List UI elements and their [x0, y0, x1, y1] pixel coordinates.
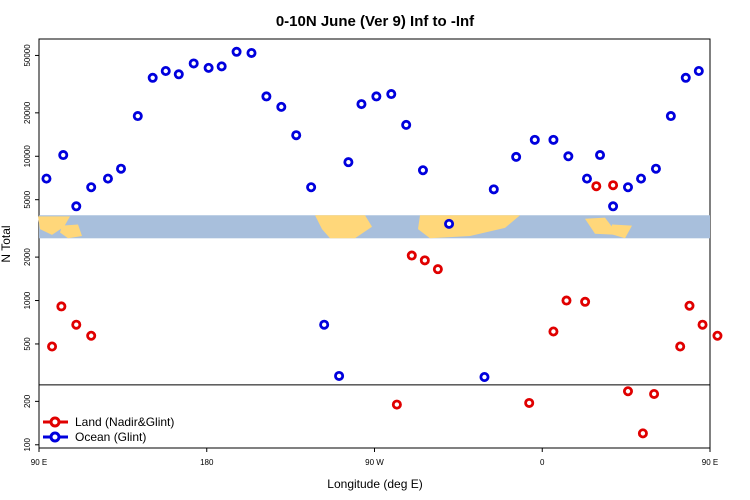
ocean-point [147, 72, 158, 83]
ocean-point [563, 151, 574, 162]
map-band [38, 215, 710, 239]
ocean-point [276, 101, 287, 112]
ocean-point [216, 61, 227, 72]
land-point [56, 301, 67, 312]
map-land [60, 224, 82, 239]
land-point [86, 330, 97, 341]
ocean-point [102, 173, 113, 184]
land-point [591, 181, 602, 192]
y-tick-label: 100 [23, 438, 32, 452]
ocean-point [261, 91, 272, 102]
land-point [419, 255, 430, 266]
data-points [41, 46, 723, 439]
ocean-point [386, 89, 397, 100]
x-axis-label: Longitude (deg E) [327, 477, 422, 491]
land-point [712, 330, 723, 341]
ocean-point [41, 173, 52, 184]
ocean-point [356, 99, 367, 110]
ocean-point [173, 69, 184, 80]
ocean-point [650, 163, 661, 174]
chart-title: 0-10N June (Ver 9) Inf to -Inf [276, 13, 475, 30]
map-land [418, 215, 520, 239]
land-point [432, 264, 443, 275]
ocean-point [693, 66, 704, 77]
x-tick-label: 180 [200, 458, 214, 467]
land-point [697, 319, 708, 330]
ocean-point [58, 150, 69, 161]
land-point [561, 295, 572, 306]
ocean-point [665, 111, 676, 122]
ocean-point [231, 46, 242, 57]
ocean-point [334, 370, 345, 381]
legend-marker-ocean [49, 431, 61, 443]
ocean-point [246, 47, 257, 58]
ocean-point [401, 119, 412, 130]
ocean-point [548, 134, 559, 145]
y-tick-label: 200 [23, 394, 32, 408]
x-tick-label: 0 [540, 458, 545, 467]
ocean-point [116, 163, 127, 174]
ocean-point [417, 165, 428, 176]
y-axis-label: N Total [0, 225, 13, 262]
map-ocean [39, 215, 710, 239]
x-tick-label: 90 E [702, 458, 718, 467]
land-point [622, 386, 633, 397]
ocean-point [71, 201, 82, 212]
y-axis: 100 200 500 1000 2000 5000 10000 20000 50000 [23, 44, 39, 452]
legend-label-ocean: Ocean (Glint) [75, 430, 146, 444]
legend-label-land: Land (Nadir&Glint) [75, 415, 174, 429]
ocean-point [636, 173, 647, 184]
ocean-point [608, 201, 619, 212]
ocean-point [488, 184, 499, 195]
ocean-point [291, 130, 302, 141]
ocean-point [203, 62, 214, 73]
y-tick-label: 2000 [23, 248, 32, 266]
ocean-point [371, 91, 382, 102]
ocean-point [444, 218, 455, 229]
ocean-point [511, 151, 522, 162]
y-tick-label: 1000 [23, 291, 32, 309]
x-tick-label: 90 W [365, 458, 384, 467]
y-tick-label: 5000 [23, 190, 32, 208]
ocean-point [529, 134, 540, 145]
ocean-point [319, 319, 330, 330]
ocean-point [622, 182, 633, 193]
ocean-point [479, 372, 490, 383]
ocean-point [160, 66, 171, 77]
ocean-point [343, 157, 354, 168]
land-point [637, 428, 648, 439]
land-point [580, 296, 591, 307]
land-point [548, 326, 559, 337]
land-point [675, 341, 686, 352]
ocean-point [595, 150, 606, 161]
map-land [315, 215, 372, 239]
ocean-point [680, 72, 691, 83]
land-point [524, 397, 535, 408]
legend: Land (Nadir&Glint) Ocean (Glint) [43, 415, 174, 444]
ocean-point [581, 173, 592, 184]
map-land [585, 217, 618, 235]
y-tick-label: 500 [23, 337, 32, 351]
land-point [71, 319, 82, 330]
map-land [38, 216, 70, 235]
land-point [608, 180, 619, 191]
land-point [47, 341, 58, 352]
x-axis: 90 E 180 90 W 0 90 E [31, 448, 718, 467]
y-tick-label: 10000 [23, 145, 32, 168]
ocean-point [86, 182, 97, 193]
map-land [610, 224, 632, 239]
land-point [406, 250, 417, 261]
ocean-point [132, 111, 143, 122]
land-point [649, 388, 660, 399]
y-tick-label: 20000 [23, 101, 32, 124]
ocean-point [306, 182, 317, 193]
land-point [684, 300, 695, 311]
legend-marker-land [49, 416, 61, 428]
land-point [391, 399, 402, 410]
x-tick-label: 90 E [31, 458, 47, 467]
ocean-point [188, 58, 199, 69]
y-tick-label: 50000 [23, 44, 32, 67]
